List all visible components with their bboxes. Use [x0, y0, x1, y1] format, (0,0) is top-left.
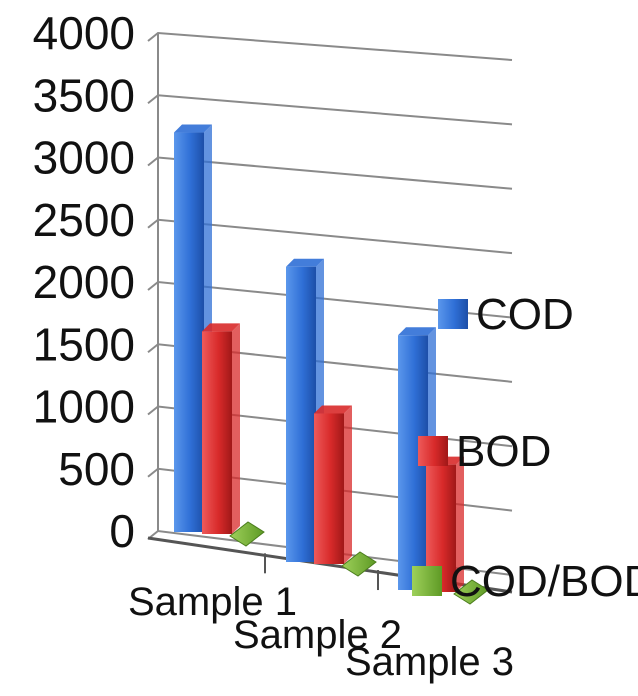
y-tick-label: 2500 — [33, 194, 135, 246]
legend: COD BOD COD/BOD — [412, 290, 638, 606]
y-tick-label: 0 — [109, 505, 135, 557]
y-tick-label: 3500 — [33, 69, 135, 121]
y-tick-label: 4000 — [33, 7, 135, 59]
legend-item-cod-bod: COD/BOD — [412, 557, 638, 606]
legend-swatch — [412, 566, 442, 596]
x-category-label: Sample 3 — [345, 640, 514, 684]
legend-label: BOD — [456, 427, 551, 476]
x-category-label: Sample 1 — [128, 580, 297, 624]
x-category-label: Sample 2 — [233, 613, 402, 657]
y-tick-label: 1000 — [33, 381, 135, 433]
bar-cod-bod-2 — [341, 551, 377, 577]
legend-swatch — [418, 436, 448, 466]
bar-cod-bod-1 — [229, 521, 265, 547]
legend-label: COD — [476, 290, 574, 339]
legend-label: COD/BOD — [450, 557, 638, 606]
bar-cod-bod-3 — [453, 579, 489, 605]
bar-bod-2 — [314, 405, 352, 564]
y-tick-label: 2000 — [33, 256, 135, 308]
y-axis-ticks: 0 500 1000 1500 2000 2500 3000 3500 4000 — [33, 7, 135, 557]
legend-swatch — [438, 299, 468, 329]
bars — [174, 124, 489, 605]
legend-item-cod: COD — [438, 290, 574, 339]
gridline — [147, 31, 513, 61]
bar-bod-1 — [202, 323, 240, 534]
y-tick-label: 3000 — [33, 132, 135, 184]
gridline — [147, 94, 513, 126]
y-tick-label: 500 — [58, 443, 135, 495]
y-tick-label: 1500 — [33, 318, 135, 370]
legend-item-bod: BOD — [418, 427, 551, 476]
